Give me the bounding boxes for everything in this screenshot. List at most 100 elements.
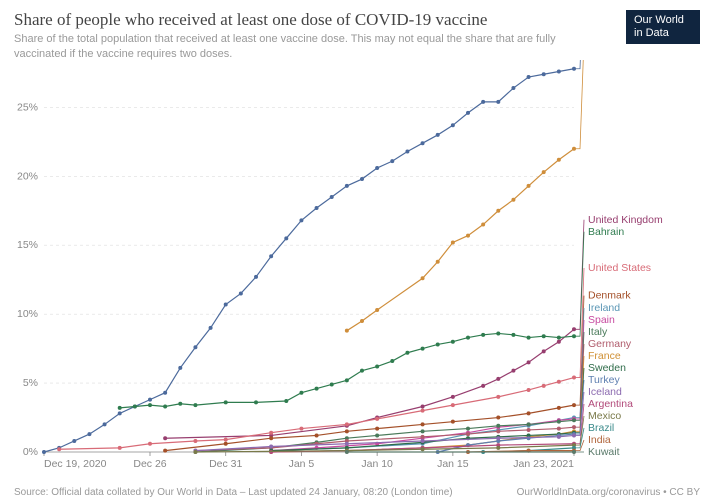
series-label-spain: Spain bbox=[588, 314, 615, 326]
series-marker bbox=[497, 209, 500, 212]
series-marker bbox=[315, 206, 318, 209]
series-marker bbox=[527, 184, 530, 187]
series-marker bbox=[451, 241, 454, 244]
series-marker bbox=[118, 446, 121, 449]
chart-footer: Source: Official data collated by Our Wo… bbox=[14, 487, 700, 498]
series-marker bbox=[527, 336, 530, 339]
series-marker bbox=[497, 416, 500, 419]
series-marker bbox=[391, 160, 394, 163]
series-marker bbox=[194, 450, 197, 453]
chart-title: Share of people who received at least on… bbox=[14, 10, 700, 30]
series-marker bbox=[421, 277, 424, 280]
series-marker bbox=[118, 412, 121, 415]
series-marker bbox=[270, 431, 273, 434]
y-tick-label: 5% bbox=[23, 377, 38, 389]
series-marker bbox=[436, 343, 439, 346]
series-marker bbox=[421, 448, 424, 451]
series-marker bbox=[360, 319, 363, 322]
series-marker bbox=[345, 379, 348, 382]
series-label-iceland: Iceland bbox=[588, 386, 622, 398]
series-marker bbox=[345, 329, 348, 332]
series-marker bbox=[557, 336, 560, 339]
series-marker bbox=[512, 369, 515, 372]
series-marker bbox=[118, 406, 121, 409]
series-marker bbox=[345, 184, 348, 187]
series-label-sweden: Sweden bbox=[588, 362, 626, 374]
series-marker bbox=[512, 333, 515, 336]
footer-right: OurWorldInData.org/coronavirus • CC BY bbox=[517, 487, 700, 498]
series-marker bbox=[451, 404, 454, 407]
series-label-kuwait: Kuwait bbox=[588, 446, 620, 458]
series-marker bbox=[345, 450, 348, 453]
series-marker bbox=[345, 430, 348, 433]
series-marker bbox=[436, 133, 439, 136]
series-marker bbox=[345, 423, 348, 426]
series-marker bbox=[421, 142, 424, 145]
series-marker bbox=[466, 234, 469, 237]
series-marker bbox=[421, 409, 424, 412]
series-marker bbox=[542, 350, 545, 353]
series-line-united-kingdom bbox=[165, 329, 574, 438]
series-marker bbox=[527, 423, 530, 426]
series-marker bbox=[451, 340, 454, 343]
series-marker bbox=[466, 111, 469, 114]
x-tick-label: Dec 19, 2020 bbox=[44, 458, 107, 470]
y-tick-label: 20% bbox=[17, 170, 38, 182]
series-marker bbox=[512, 198, 515, 201]
series-label-india: India bbox=[588, 434, 611, 446]
leader-line bbox=[574, 232, 584, 336]
series-marker bbox=[164, 391, 167, 394]
series-label-united-states: United States bbox=[588, 262, 651, 274]
series-marker bbox=[164, 437, 167, 440]
series-marker bbox=[557, 435, 560, 438]
series-marker bbox=[497, 377, 500, 380]
series-label-france: France bbox=[588, 350, 621, 362]
series-marker bbox=[360, 177, 363, 180]
series-marker bbox=[557, 70, 560, 73]
series-marker bbox=[164, 405, 167, 408]
series-marker bbox=[497, 446, 500, 449]
series-marker bbox=[148, 442, 151, 445]
series-marker bbox=[497, 100, 500, 103]
series-marker bbox=[179, 402, 182, 405]
series-marker bbox=[557, 380, 560, 383]
series-label-denmark: Denmark bbox=[588, 290, 631, 302]
series-marker bbox=[300, 219, 303, 222]
series-marker bbox=[482, 333, 485, 336]
x-tick-label: Dec 26 bbox=[133, 458, 166, 470]
series-marker bbox=[421, 435, 424, 438]
series-marker bbox=[421, 439, 424, 442]
series-label-turkey: Turkey bbox=[588, 374, 620, 386]
series-marker bbox=[512, 86, 515, 89]
series-marker bbox=[527, 75, 530, 78]
series-marker bbox=[224, 438, 227, 441]
series-marker bbox=[482, 384, 485, 387]
series-marker bbox=[376, 365, 379, 368]
series-marker bbox=[557, 427, 560, 430]
series-marker bbox=[300, 427, 303, 430]
series-marker bbox=[451, 420, 454, 423]
line-chart: 0%5%10%15%20%25%Dec 19, 2020Dec 26Dec 31… bbox=[14, 60, 700, 474]
series-marker bbox=[254, 401, 257, 404]
y-tick-label: 25% bbox=[17, 101, 38, 113]
x-tick-label: Dec 31 bbox=[209, 458, 242, 470]
series-marker bbox=[300, 391, 303, 394]
series-marker bbox=[542, 335, 545, 338]
series-marker bbox=[330, 195, 333, 198]
x-tick-label: Jan 10 bbox=[361, 458, 393, 470]
series-marker bbox=[482, 100, 485, 103]
series-marker bbox=[557, 158, 560, 161]
x-tick-label: Jan 5 bbox=[289, 458, 315, 470]
series-marker bbox=[254, 275, 257, 278]
series-marker bbox=[58, 448, 61, 451]
series-marker bbox=[421, 423, 424, 426]
series-marker bbox=[482, 223, 485, 226]
series-marker bbox=[376, 434, 379, 437]
series-marker bbox=[527, 428, 530, 431]
logo-line1: Our World bbox=[634, 14, 684, 26]
footer-source: Source: Official data collated by Our Wo… bbox=[14, 487, 453, 498]
series-marker bbox=[451, 124, 454, 127]
series-label-united-kingdom: United Kingdom bbox=[588, 214, 663, 226]
series-marker bbox=[285, 399, 288, 402]
series-marker bbox=[497, 395, 500, 398]
